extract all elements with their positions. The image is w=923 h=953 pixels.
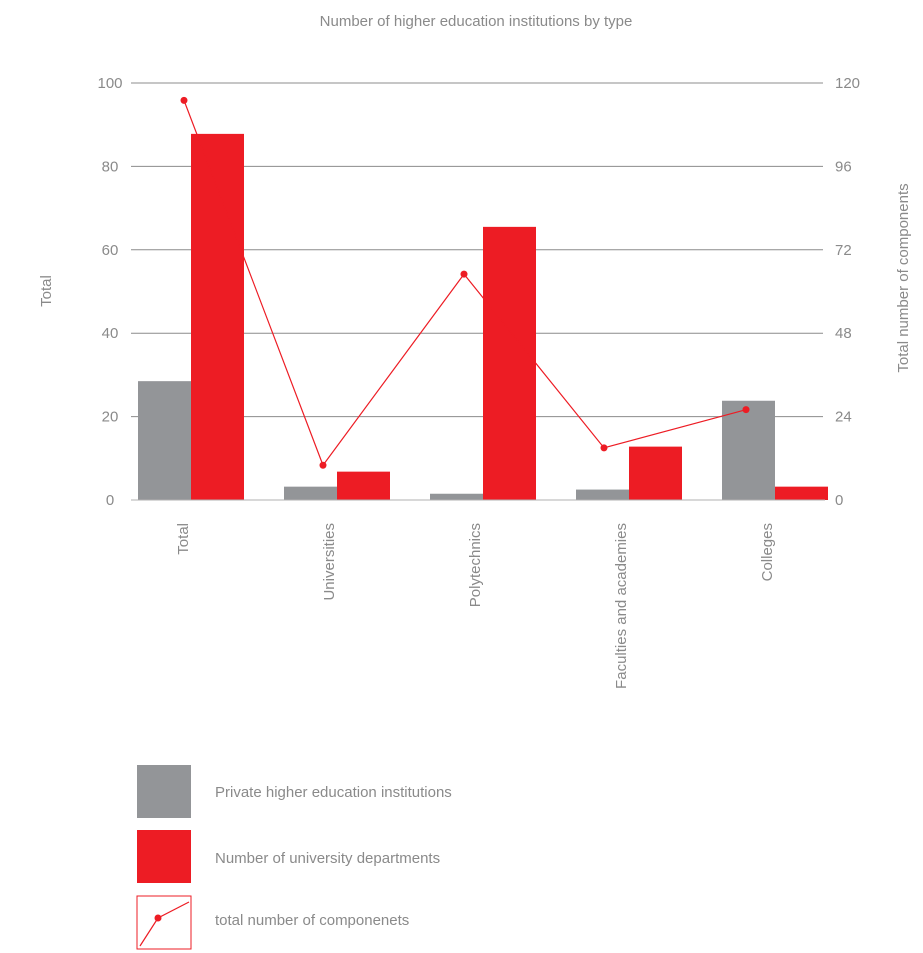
bar-departments [629,446,682,500]
left-tick-label: 0 [106,492,114,509]
bar-departments [337,471,390,500]
right-tick-label: 48 [835,325,852,342]
right-axis-ticks: 0 24 48 72 96 120 [835,75,860,509]
legend-label-departments: Number of university departments [215,850,440,867]
left-axis-label: Total [38,275,55,307]
components-point [742,406,750,414]
chart-title: Number of higher education institutions … [320,13,633,30]
category-label: Total [175,523,192,555]
right-tick-label: 24 [835,409,852,426]
category-label: Colleges [759,523,776,581]
left-axis-ticks: 0 20 40 60 80 100 [97,75,122,509]
bar-departments [191,133,244,500]
bar-private [722,400,775,500]
left-tick-label: 20 [102,409,119,426]
bar-private [576,489,629,500]
grid-lines [131,82,823,418]
right-tick-label: 0 [835,492,843,509]
legend-label-private: Private higher education institutions [215,784,452,801]
right-tick-label: 120 [835,75,860,92]
legend-swatch-private [137,765,191,818]
components-line-path [183,100,747,467]
bar-departments [483,226,536,501]
category-label: Faculties and academies [613,523,630,689]
right-axis-label: Total number of components [895,183,912,372]
components-point [600,444,608,452]
bar-private [284,486,337,500]
legend-label-components: total number of componenets [215,912,409,929]
right-tick-label: 96 [835,158,852,175]
left-tick-label: 100 [97,75,122,92]
left-tick-label: 80 [102,158,119,175]
category-labels: Total Universities Polytechnics Faculties a… [175,523,776,689]
bar-departments [775,486,828,500]
components-point [319,461,327,469]
legend: Private higher education institutions Nu… [136,765,452,950]
bar-private [430,493,483,500]
components-point [460,270,468,278]
left-tick-label: 40 [102,325,119,342]
bars [138,133,828,501]
components-line [180,96,750,469]
category-label: Polytechnics [467,523,484,607]
category-label: Universities [321,523,338,601]
legend-swatch-departments [137,830,191,883]
left-tick-label: 60 [102,242,119,259]
legend-swatch-components [136,895,192,950]
bar-private [138,381,191,500]
right-tick-label: 72 [835,242,852,259]
components-point [180,96,188,104]
